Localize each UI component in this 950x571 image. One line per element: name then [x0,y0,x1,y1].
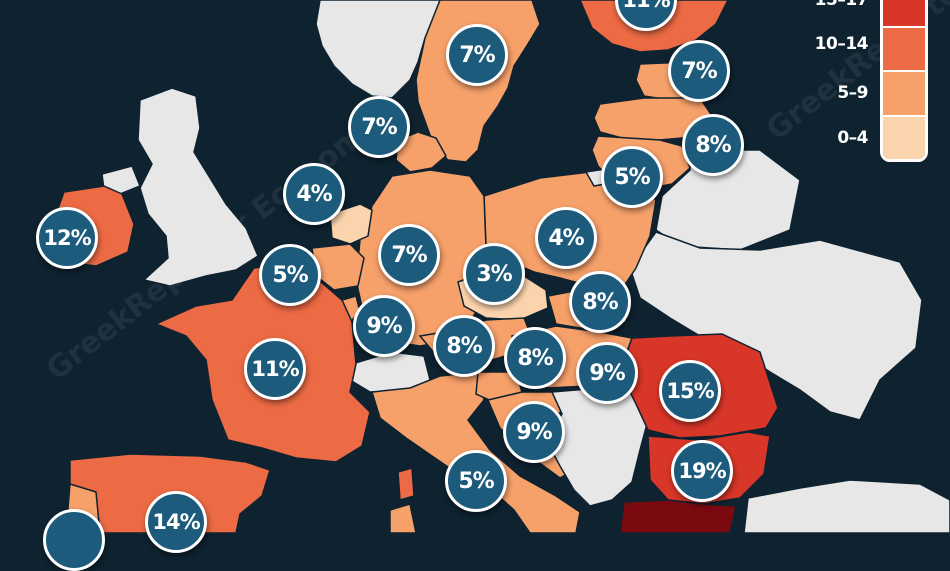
value-badge-czechia: 3% [463,243,525,305]
region-corsica [397,467,415,501]
value-badge-lithuania: 5% [601,146,663,208]
region-sardinia [389,503,417,533]
region-great-britain [137,87,259,287]
legend-label-15-17: 15–17 [814,0,869,10]
legend-swatch-0-4 [883,116,925,159]
region-turkey [743,479,950,533]
value-badge-netherlands: 4% [283,163,345,225]
value-badge-denmark: 7% [348,96,410,158]
value-badge-hungary: 8% [504,327,566,389]
legend-swatch-10-14 [883,27,925,72]
value-badge-estonia: 7% [668,40,730,102]
value-badge-germany: 7% [378,224,440,286]
value-badge-portugal [43,509,105,571]
value-badge-latvia: 8% [682,114,744,176]
value-badge-poland: 4% [535,207,597,269]
legend: 15–17 10–14 5–9 0–4 [798,0,938,165]
value-badge-italy: 5% [445,450,507,512]
value-badge-luxembourg: 9% [353,295,415,357]
region-greece [619,499,737,533]
legend-swatch-15-17 [883,0,925,28]
value-badge-austria: 8% [433,315,495,377]
value-badge-belgium: 5% [259,244,321,306]
legend-label-10-14: 10–14 [814,34,869,54]
value-badge-spain: 14% [145,491,207,553]
legend-label-5-9: 5–9 [837,83,868,103]
legend-label-0-4: 0–4 [837,128,868,148]
region-netherlands [329,203,373,245]
value-badge-slovenia: 9% [576,342,638,404]
value-badge-bulgaria: 19% [671,440,733,502]
value-badge-sweden: 7% [446,24,508,86]
legend-swatch-5-9 [883,72,925,117]
value-badge-croatia: 9% [503,401,565,463]
value-badge-slovakia: 8% [569,271,631,333]
value-badge-romania: 15% [659,360,721,422]
legend-color-bar [880,0,928,162]
value-badge-ireland: 12% [36,207,98,269]
region-ukraine [629,231,923,421]
region-denmark [395,131,447,173]
value-badge-france: 11% [244,338,306,400]
